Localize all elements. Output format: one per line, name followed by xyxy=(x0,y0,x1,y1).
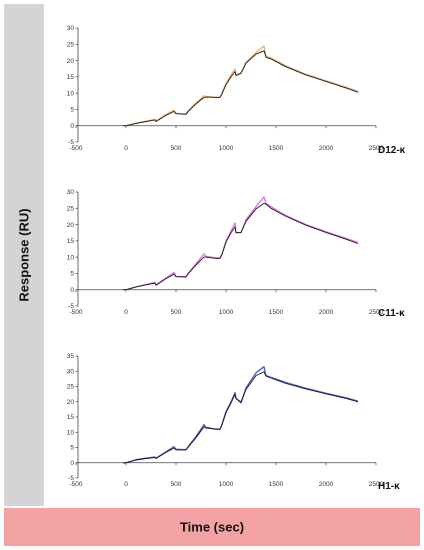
panel-label: C11-κ xyxy=(378,308,405,319)
y-tick-label: 20 xyxy=(67,58,75,65)
fit-line xyxy=(123,371,359,464)
chart-panel-d12: -5 0 5 10 15 20 25 30 -500 0 500 1000 1500 2000 2500D1… xyxy=(67,25,406,156)
fit-line xyxy=(123,50,359,127)
y-tick-label: 15 xyxy=(67,238,75,245)
y-tick-label: 5 xyxy=(70,271,74,278)
y-tick-label: -5 xyxy=(68,303,74,310)
y-tick-label: -5 xyxy=(68,139,74,146)
y-tick-label: 30 xyxy=(67,368,75,375)
y-axis-label: Response (RU) xyxy=(16,208,32,302)
x-tick-label: 2500 xyxy=(369,309,384,316)
x-tick-label: 2500 xyxy=(369,481,384,488)
y-tick-label: 20 xyxy=(67,399,75,406)
y-tick-label: 0 xyxy=(70,460,74,467)
y-tick-label: 30 xyxy=(67,189,75,196)
x-tick-label: 500 xyxy=(171,145,182,152)
x-tick-label: 1500 xyxy=(269,481,284,488)
x-tick-label: -500 xyxy=(69,481,82,488)
panel-label: D12-κ xyxy=(378,145,406,156)
x-tick-label: 1500 xyxy=(269,145,284,152)
y-tick-label: 15 xyxy=(67,74,75,81)
x-tick-label: 0 xyxy=(124,309,128,316)
x-tick-label: 1000 xyxy=(219,309,234,316)
y-tick-label: 5 xyxy=(70,107,74,114)
x-tick-label: 2000 xyxy=(319,145,334,152)
data-line xyxy=(123,45,359,127)
y-tick-label: 10 xyxy=(67,254,75,261)
y-tick-label: 35 xyxy=(67,353,75,360)
x-tick-label: -500 xyxy=(69,145,82,152)
data-line xyxy=(123,366,359,464)
x-tick-label: -500 xyxy=(69,309,82,316)
y-tick-label: 10 xyxy=(67,90,75,97)
x-tick-label: 0 xyxy=(124,481,128,488)
x-tick-label: 2500 xyxy=(369,145,384,152)
y-tick-label: 5 xyxy=(70,445,74,452)
chart-panel-c11: -5 0 5 10 15 20 25 30 -500 0 500 1000 1500 2000 2500C1… xyxy=(67,189,405,319)
x-axis-label: Time (sec) xyxy=(179,519,245,535)
x-tick-label: 500 xyxy=(171,309,182,316)
y-tick-label: 25 xyxy=(67,384,75,391)
y-tick-label: 20 xyxy=(67,222,75,229)
y-tick-label: 0 xyxy=(70,123,74,130)
fit-line xyxy=(123,202,359,291)
x-tick-label: 2000 xyxy=(319,481,334,488)
y-tick-label: 15 xyxy=(67,414,75,421)
y-tick-label: -5 xyxy=(68,475,74,482)
chart-panel-h1: -5 0 5 10 15 20 25 30 35 -500 0 500 1000 1500 2000 2500… xyxy=(67,353,400,492)
y-tick-label: 25 xyxy=(67,205,75,212)
x-tick-label: 2000 xyxy=(319,309,334,316)
x-tick-label: 1000 xyxy=(219,145,234,152)
y-tick-label: 10 xyxy=(67,429,75,436)
x-tick-label: 1000 xyxy=(219,481,234,488)
y-tick-label: 25 xyxy=(67,41,75,48)
x-tick-label: 500 xyxy=(171,481,182,488)
x-tick-label: 1500 xyxy=(269,309,284,316)
y-axis-label-bar: Response (RU) xyxy=(4,4,44,506)
y-tick-label: 30 xyxy=(67,25,75,32)
x-axis-label-bar: Time (sec) xyxy=(4,508,420,546)
data-line xyxy=(123,196,359,291)
panel-label: H1-κ xyxy=(378,481,400,492)
y-tick-label: 0 xyxy=(70,287,74,294)
x-tick-label: 0 xyxy=(124,145,128,152)
